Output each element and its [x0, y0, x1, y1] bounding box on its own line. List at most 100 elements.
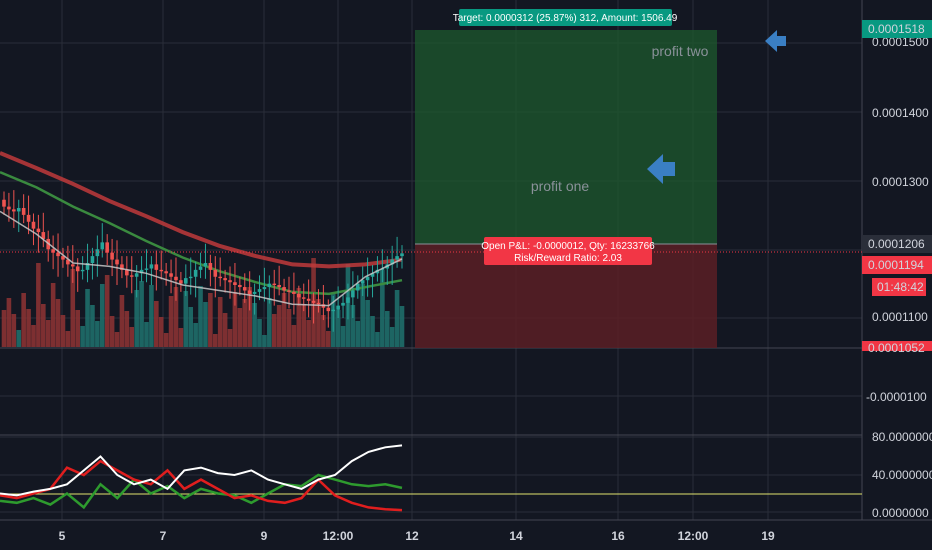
time-tick: 19 [761, 529, 775, 543]
price-label-stop: 0.0001052 [862, 341, 932, 355]
volume-bar [227, 329, 233, 347]
volume-bar [50, 283, 56, 347]
candle-body [144, 268, 149, 270]
volume-bar [55, 299, 61, 347]
profit-zone[interactable] [415, 30, 717, 244]
volume-bar [36, 263, 41, 347]
candle-body [351, 290, 355, 298]
candle-body [247, 290, 252, 294]
candle-body [213, 269, 218, 277]
time-tick: 12 [405, 529, 419, 543]
volume-bar [41, 304, 46, 347]
candle-body [282, 287, 286, 291]
svg-text:Risk/Reward Ratio: 2.03: Risk/Reward Ratio: 2.03 [514, 253, 622, 264]
candle-body [198, 266, 203, 270]
moving-average-red [0, 151, 403, 269]
oscillator-red-line [0, 459, 403, 512]
osc-tick: 0.0000000 [872, 506, 929, 520]
candle-body [365, 276, 370, 281]
candle-body [238, 285, 242, 288]
price-tick: 0.0001400 [872, 106, 929, 120]
volume-bar [158, 317, 164, 347]
volume-bar [134, 290, 139, 347]
candle-body [336, 305, 340, 310]
volume-bar [296, 288, 302, 347]
candle-body [272, 283, 277, 285]
volume-bar [198, 286, 203, 347]
candle-body [277, 285, 281, 288]
time-tick: 16 [611, 529, 625, 543]
candle-body [149, 264, 154, 269]
osc-tick: 40.0000000 [872, 468, 932, 482]
price-label-target: 0.0001518 [862, 20, 932, 38]
candle-body [134, 273, 139, 277]
candle-body [346, 297, 350, 303]
volume-bar [316, 299, 321, 347]
candle-body [61, 256, 65, 260]
candle-body [36, 228, 41, 233]
candle-body [120, 264, 124, 270]
volume-bar [262, 335, 267, 347]
volume-bar [271, 314, 277, 347]
time-tick: 9 [261, 529, 268, 543]
volume-bar [154, 301, 159, 347]
candle-body [262, 287, 267, 290]
arrow-left-icon[interactable] [647, 154, 675, 184]
candle-body [41, 232, 46, 239]
candle-body [242, 287, 247, 291]
osc-tick: 80.0000000 [872, 430, 932, 444]
volume-bar [276, 305, 282, 347]
candle-body [100, 242, 105, 250]
volume-bar [301, 304, 307, 347]
volume-bar [217, 297, 223, 347]
candle-body [355, 283, 360, 291]
candle-body [179, 280, 183, 284]
candle-body [257, 289, 262, 292]
volume-bar [109, 316, 115, 347]
candle-body [105, 242, 109, 253]
time-tick: 5 [59, 529, 66, 543]
candle-body [164, 271, 168, 274]
candle-body [129, 275, 134, 277]
volume-bar [267, 298, 272, 347]
pnl-label: Open P&L: -0.0000012, Qty: 16233766 Risk… [481, 237, 655, 265]
candle-body [110, 252, 114, 260]
candle-body [228, 280, 232, 283]
arrow-left-icon[interactable] [765, 30, 786, 52]
volume-bar [65, 331, 71, 347]
time-tick: 12:00 [323, 529, 354, 543]
svg-text:01:48:42: 01:48:42 [877, 280, 924, 294]
volume-bar [144, 322, 149, 347]
candle-body [26, 214, 31, 222]
volume-bar [16, 330, 22, 347]
annotation-profit-two[interactable]: profit two [652, 43, 709, 59]
candle-body [154, 264, 159, 270]
candle-body [139, 269, 144, 274]
volume-bar [85, 289, 90, 347]
annotation-profit-one[interactable]: profit one [531, 178, 590, 194]
volume-bar [188, 307, 194, 347]
volume-bar [247, 287, 252, 347]
candle-body [80, 269, 85, 272]
volume-tick: -0.0000100 [866, 390, 927, 404]
volume-bar [237, 308, 243, 347]
time-axis[interactable]: 5 7 9 12:00 12 14 16 12:00 19 [59, 529, 775, 543]
volume-bar [222, 313, 228, 347]
svg-text:Target: 0.0000312 (25.87%) 312: Target: 0.0000312 (25.87%) 312, Amount: … [453, 13, 678, 24]
candle-body [400, 253, 404, 257]
svg-text:0.0001518: 0.0001518 [868, 22, 925, 36]
volume-bar [257, 319, 262, 347]
volume-bar [1, 310, 7, 347]
volume-bar [360, 284, 365, 347]
candle-body [390, 259, 394, 265]
candle-body [85, 263, 90, 270]
volume-bar [380, 270, 385, 347]
moving-average-white [0, 210, 403, 307]
price-axis[interactable]: 0.0001500 0.0001400 0.0001300 0.0001100 … [866, 35, 932, 520]
candle-body [66, 259, 70, 265]
volume-bar [340, 326, 346, 347]
volume-bar [389, 327, 395, 347]
volume-bar [252, 303, 257, 347]
volume-bar [370, 316, 375, 347]
